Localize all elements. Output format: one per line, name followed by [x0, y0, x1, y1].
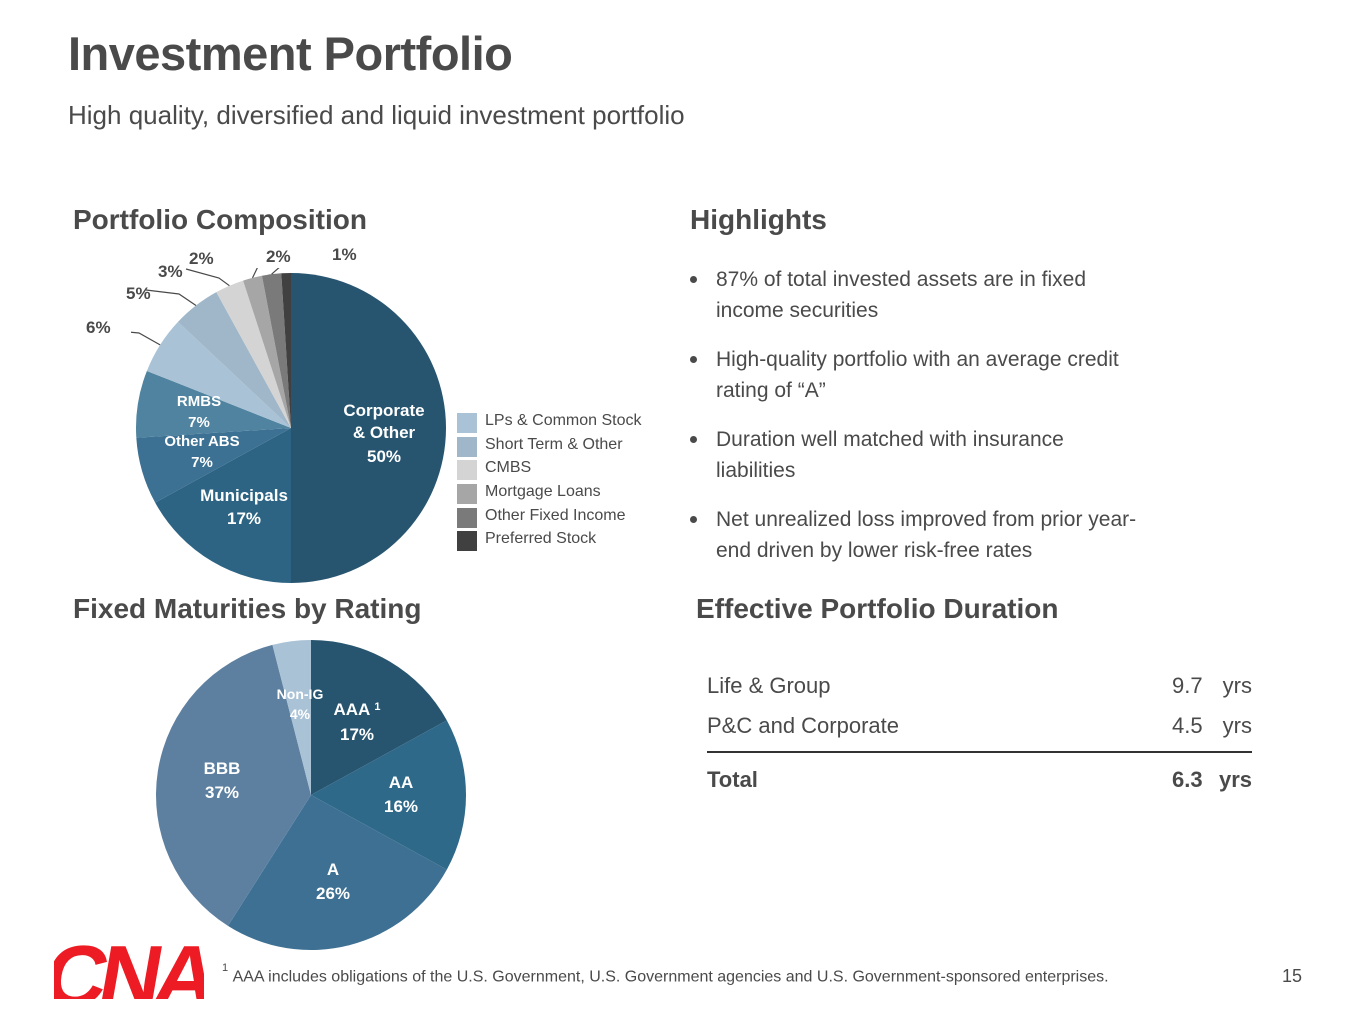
svg-text:17%: 17%	[340, 725, 374, 744]
svg-text:7%: 7%	[188, 414, 210, 431]
svg-text:RMBS: RMBS	[177, 393, 221, 410]
svg-text:16%: 16%	[384, 797, 418, 816]
svg-text:26%: 26%	[316, 884, 350, 903]
svg-text:4%: 4%	[290, 706, 311, 722]
svg-text:Municipals: Municipals	[200, 486, 288, 505]
svg-text:& Other: & Other	[353, 423, 416, 442]
svg-text:50%: 50%	[367, 447, 401, 466]
svg-text:AAA 1: AAA 1	[333, 700, 380, 719]
svg-text:A: A	[327, 860, 339, 879]
svg-text:7%: 7%	[191, 454, 213, 471]
svg-text:Other ABS: Other ABS	[164, 433, 239, 450]
svg-text:BBB: BBB	[204, 759, 241, 778]
svg-text:37%: 37%	[205, 783, 239, 802]
svg-text:AA: AA	[389, 773, 414, 792]
svg-text:17%: 17%	[227, 509, 261, 528]
svg-text:Non-IG: Non-IG	[277, 686, 324, 702]
svg-text:Corporate: Corporate	[343, 401, 424, 420]
